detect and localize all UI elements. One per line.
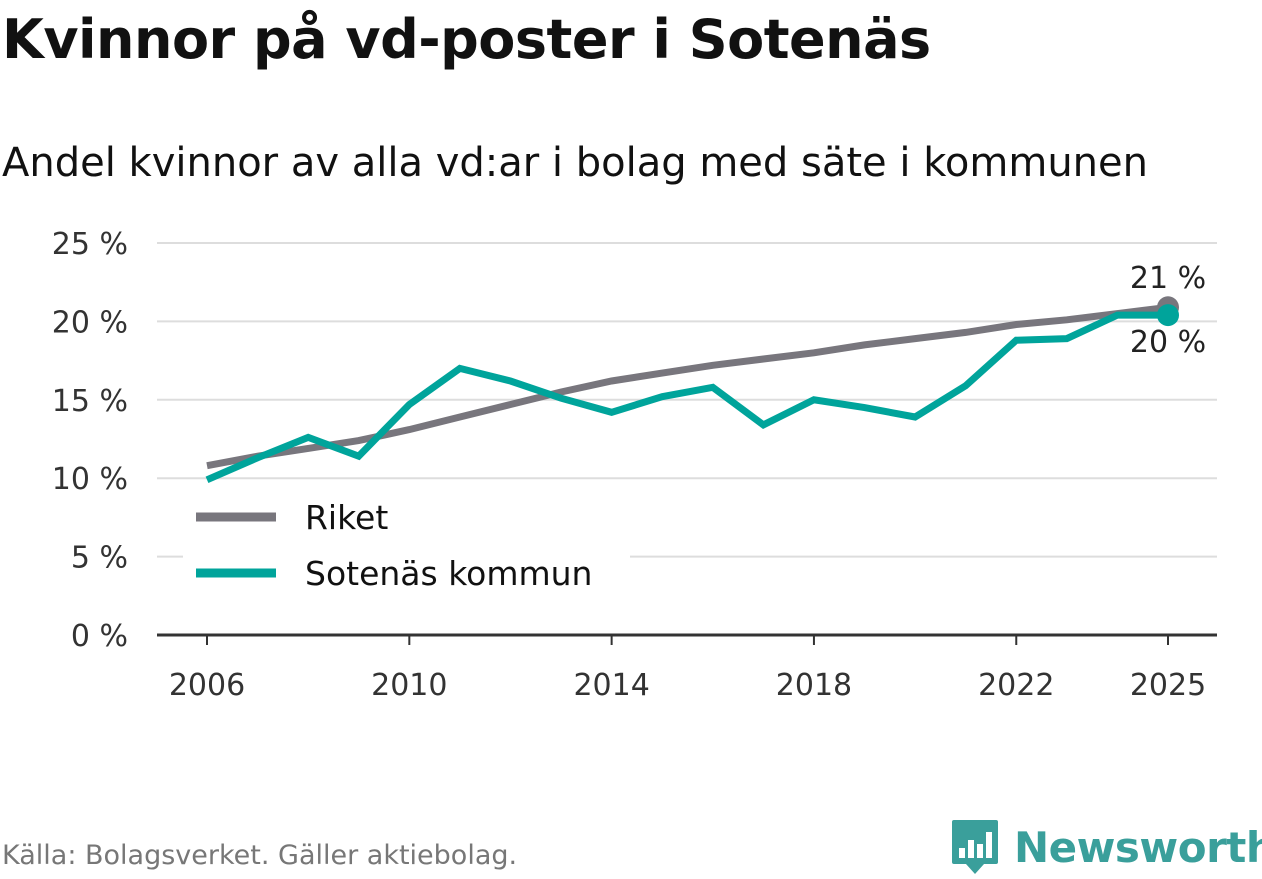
legend-label-riket: Riket <box>305 498 388 537</box>
series-line-riket <box>206 303 1169 470</box>
y-tick-label: 20 % <box>52 305 128 340</box>
y-tick-label: 5 % <box>71 541 128 576</box>
series-line-sotenas <box>205 311 1168 484</box>
y-tick-label: 0 % <box>71 619 128 654</box>
x-tick-label: 2018 <box>776 668 852 703</box>
x-tick-label: 2014 <box>573 668 649 703</box>
y-tick-label: 15 % <box>52 384 128 419</box>
end-label-sotenas: 20 % <box>1130 325 1206 360</box>
newsworthy-logo: Newsworthy <box>950 818 1262 876</box>
chart-title: Kvinnor på vd-poster i Sotenäs <box>2 8 931 71</box>
brand-name: Newsworthy <box>1014 822 1262 872</box>
end-marker-sotenas <box>1157 304 1179 327</box>
end-label-riket: 21 % <box>1130 261 1206 296</box>
y-tick-label: 10 % <box>52 462 128 497</box>
x-tick-label: 2006 <box>169 668 245 703</box>
source-note: Källa: Bolagsverket. Gäller aktiebolag. <box>2 840 518 871</box>
bar-chart-icon <box>952 820 998 874</box>
x-tick-label: 2010 <box>371 668 447 703</box>
y-tick-label: 25 % <box>52 227 128 262</box>
chart-subtitle: Andel kvinnor av alla vd:ar i bolag med … <box>2 140 1148 186</box>
x-tick-label: 2022 <box>978 668 1054 703</box>
line-chart: 0 % 5 % 10 % 15 % 20 % 25 % 2006 2010 2014 2018 20… <box>52 227 1217 703</box>
legend-label-sotenas: Sotenäs kommun <box>305 554 592 593</box>
x-tick-label: 2025 <box>1130 668 1206 703</box>
